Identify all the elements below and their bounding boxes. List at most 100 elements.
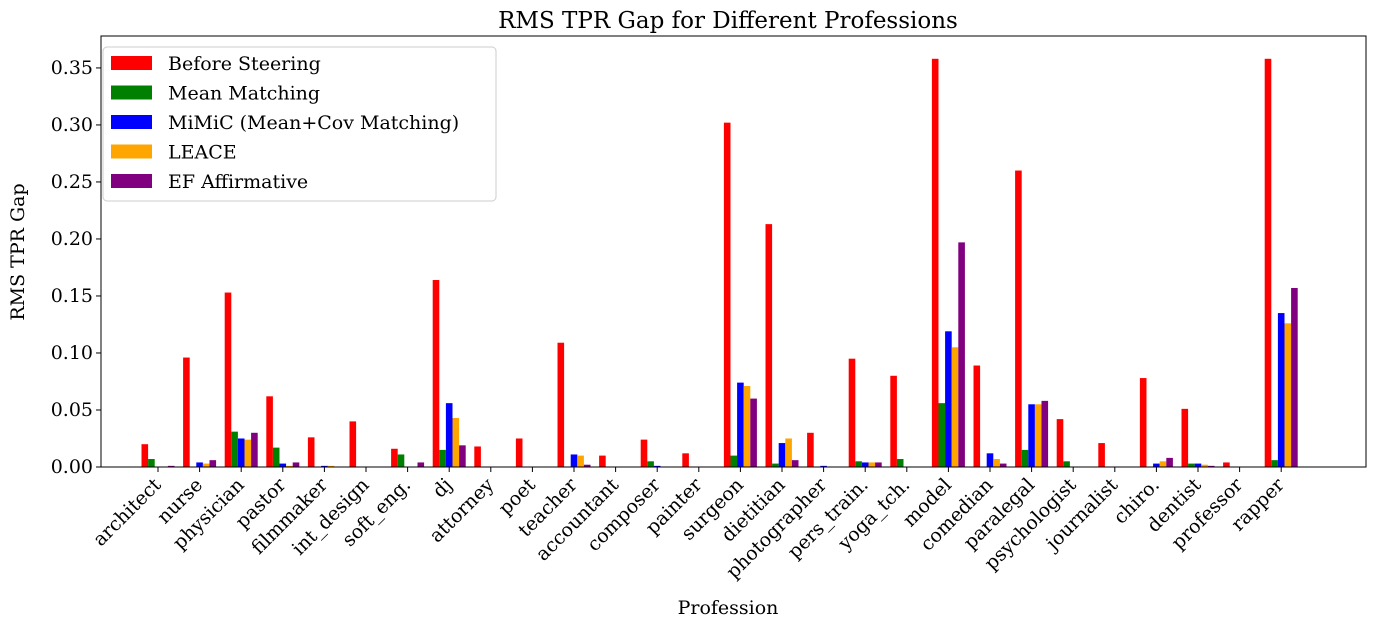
series-2 <box>196 313 1285 467</box>
bar <box>973 365 981 467</box>
bar <box>999 463 1007 467</box>
bar <box>945 331 952 467</box>
x-axis-title: Profession <box>678 597 779 619</box>
bar <box>931 58 939 468</box>
series-0 <box>141 58 1272 468</box>
y-tick-label: 0.20 <box>51 228 93 250</box>
bar <box>807 432 814 467</box>
legend-label: Before Steering <box>168 53 321 75</box>
bar <box>993 459 1000 467</box>
y-tick-label: 0.25 <box>51 171 93 193</box>
bar <box>577 455 584 467</box>
legend-swatch <box>111 174 152 188</box>
bar <box>1207 465 1215 467</box>
bar <box>743 386 751 467</box>
bar <box>868 462 876 467</box>
y-tick-label: 0.30 <box>51 114 93 136</box>
y-tick-label: 0.05 <box>51 399 93 421</box>
bar <box>765 224 773 467</box>
bar <box>951 347 959 467</box>
bar <box>237 438 245 467</box>
bar <box>1063 461 1070 467</box>
bar <box>791 460 799 467</box>
bar <box>1139 378 1147 467</box>
bar <box>1271 460 1278 467</box>
y-axis: 0.00 0.05 0.10 0.15 0.20 0.25 0.30 0.35 <box>51 57 101 478</box>
bar <box>321 465 328 467</box>
bar <box>820 465 827 467</box>
bar <box>875 462 882 467</box>
bar <box>196 462 203 467</box>
y-tick-label: 0.35 <box>51 57 93 79</box>
bar <box>1291 287 1298 467</box>
bar <box>397 454 405 467</box>
bar <box>266 396 273 467</box>
bar <box>1015 170 1022 468</box>
bar <box>737 382 744 467</box>
bar <box>141 444 149 467</box>
bar <box>327 465 335 467</box>
bar <box>231 431 238 467</box>
series-3 <box>202 323 1292 467</box>
legend: Before Steering Mean Matching MiMiC (Mean+… <box>102 46 497 202</box>
bar <box>848 358 856 467</box>
bar <box>391 448 398 467</box>
bar <box>272 447 280 467</box>
bar <box>167 465 175 467</box>
bar <box>855 461 862 467</box>
bar <box>459 445 466 467</box>
bar <box>1284 323 1292 467</box>
bar <box>292 462 300 467</box>
bar <box>1188 463 1195 467</box>
bar <box>1223 462 1230 467</box>
bar <box>349 421 357 467</box>
y-tick-label: 0.15 <box>51 285 93 307</box>
legend-swatch <box>111 144 152 159</box>
plot-frame <box>100 35 1367 468</box>
bar <box>750 398 757 467</box>
bar <box>785 438 792 467</box>
bar <box>1021 449 1029 467</box>
bar <box>474 446 481 467</box>
bar <box>730 455 738 467</box>
bar <box>682 453 689 467</box>
bar <box>653 465 661 467</box>
bar <box>1041 400 1049 467</box>
bar <box>1153 463 1160 467</box>
bar <box>1098 443 1105 467</box>
bar <box>307 437 315 467</box>
bar <box>958 242 965 467</box>
bar <box>279 463 287 467</box>
legend-swatch <box>111 115 152 129</box>
bar <box>183 357 190 467</box>
bar <box>432 280 440 467</box>
y-tick-label: 0.00 <box>51 456 93 478</box>
bar <box>772 463 779 467</box>
bar <box>986 453 994 467</box>
bar <box>1264 58 1272 468</box>
legend-swatch <box>111 85 152 100</box>
bar <box>1034 404 1042 467</box>
bar <box>452 417 460 467</box>
legend-box <box>102 46 497 202</box>
bar <box>1181 408 1189 467</box>
bar <box>209 460 217 467</box>
bar <box>515 438 523 467</box>
bar <box>647 461 654 467</box>
bar <box>244 439 252 467</box>
bar <box>1056 419 1064 467</box>
bar <box>148 459 155 467</box>
bar <box>570 454 578 467</box>
bar <box>251 432 258 467</box>
y-axis-title: RMS TPR Gap <box>7 183 29 320</box>
bar <box>286 465 293 467</box>
x-axis: architectnursephysicianpastorfilmmakerin… <box>89 467 1289 583</box>
bar <box>861 462 869 467</box>
bar <box>890 375 897 467</box>
legend-swatch <box>111 56 152 70</box>
legend-label: Mean Matching <box>168 83 320 105</box>
bar <box>1028 404 1035 467</box>
bar <box>1166 457 1173 467</box>
bar <box>778 443 786 467</box>
